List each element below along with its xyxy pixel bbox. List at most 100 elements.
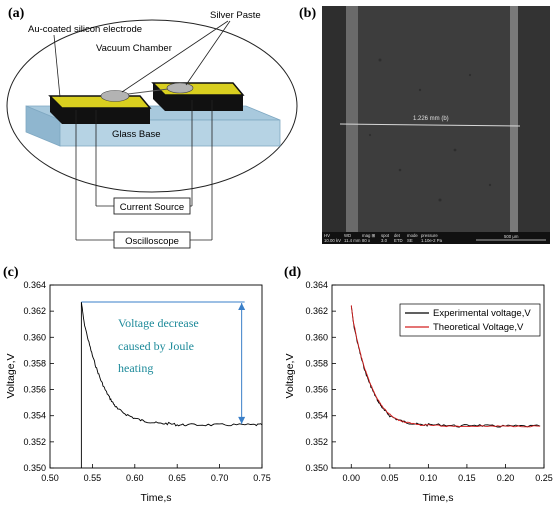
- sem-databar-header-mode: mode: [407, 233, 418, 238]
- sem-left-edge: [346, 6, 358, 232]
- y-tick-label: 0.360: [305, 332, 328, 342]
- y-tick-label: 0.354: [23, 411, 46, 421]
- left-electrode-front: [62, 108, 150, 124]
- panel-b-sem-image: (b) 1.226 mm (b) HV WD mag ⊞ spot det mo…: [299, 6, 550, 244]
- y-tick-label: 0.360: [23, 332, 46, 342]
- panel-c-label: (c): [3, 265, 19, 280]
- sem-databar-value-mode: SE: [407, 238, 413, 243]
- x-tick-label: 0.15: [458, 473, 476, 483]
- sem-scale-label: 500 μm: [504, 234, 519, 239]
- sem-right-edge: [510, 6, 518, 232]
- panel-b-label: (b): [299, 6, 316, 21]
- chart-c-x-axis-label: Time,s: [140, 492, 171, 504]
- current-source-box: [113, 197, 191, 215]
- y-tick-label: 0.356: [305, 385, 328, 395]
- chart-c-annotation: Voltage decrease caused by Joule heating: [118, 316, 199, 375]
- right-silver-paste: [166, 82, 194, 94]
- y-tick-label: 0.362: [23, 306, 46, 316]
- x-tick-label: 0.05: [381, 473, 399, 483]
- sem-databar-value-det: ETD: [394, 238, 403, 243]
- arrow-head-up: [238, 302, 246, 310]
- x-tick-label: 0.55: [84, 473, 102, 483]
- sem-databar-value-hv: 10.00 kV: [324, 238, 341, 243]
- series-line-0: [80, 301, 263, 427]
- sem-databar-value-spot: 3.0: [381, 238, 388, 243]
- chart-c-y-axis-label: Voltage,V: [5, 354, 17, 399]
- series-line-1: [350, 305, 541, 428]
- sem-fiber: [339, 123, 521, 127]
- chart-d-y-ticks: 0.350 0.352 0.354 0.356 0.358 0.360 0.362 0.364: [305, 280, 336, 473]
- legend-label-experimental: Experimental voltage,V: [433, 308, 531, 319]
- voltage-drop-arrow: [81, 301, 246, 424]
- vacuum-chamber-ellipse: [6, 19, 298, 193]
- x-tick-label: 0.75: [253, 473, 271, 483]
- x-tick-label: 0.20: [497, 473, 515, 483]
- sem-right-electrode: [518, 6, 550, 232]
- y-tick-label: 0.356: [23, 385, 46, 395]
- y-tick-label: 0.364: [305, 280, 328, 290]
- y-tick-label: 0.362: [305, 306, 328, 316]
- electrode-leader: [53, 34, 61, 98]
- chart-d-y-axis-label: Voltage,V: [284, 354, 296, 399]
- sem-databar-value-wd: 11.4 mm: [344, 238, 361, 243]
- right-electrode-front: [165, 95, 243, 111]
- chart-d-x-axis-label: Time,s: [422, 492, 453, 504]
- y-tick-label: 0.354: [305, 411, 328, 421]
- chart-d: 0.350 0.352 0.354 0.356 0.358 0.360 0.362 0.364…: [284, 280, 553, 504]
- sem-specks: [368, 58, 492, 202]
- sem-measurement: 1.226 mm (b): [413, 116, 449, 122]
- sem-databar-header-spot: spot: [381, 233, 390, 238]
- y-tick-label: 0.352: [23, 437, 46, 447]
- y-tick-label: 0.364: [23, 280, 46, 290]
- glass-base-label: Glass Base: [112, 129, 161, 140]
- chart-d-frame: [331, 284, 545, 469]
- oscilloscope-label: Oscilloscope: [125, 236, 179, 247]
- electrode-label: Au-coated silicon electrode: [28, 24, 142, 35]
- sem-databar-header-wd: WD: [344, 233, 351, 238]
- annotation-line-2: caused by Joule: [118, 339, 194, 353]
- chart-c: 0.350 0.352 0.354 0.356 0.358 0.360 0.362 0.364…: [5, 280, 271, 504]
- sem-gap: [358, 6, 510, 232]
- vacuum-chamber-label: Vacuum Chamber: [96, 43, 172, 54]
- sem-databar-header-mag: mag ⊞: [362, 233, 375, 238]
- panel-d-label: (d): [284, 265, 301, 280]
- y-tick-label: 0.358: [305, 358, 328, 368]
- oscilloscope-box: [113, 231, 191, 249]
- sem-databar-value-mag: 80 x: [362, 238, 371, 243]
- y-tick-label: 0.358: [23, 358, 46, 368]
- chart-d-x-ticks: 0.00 0.05 0.10 0.15 0.20 0.25: [343, 464, 553, 483]
- x-tick-label: 0.50: [41, 473, 59, 483]
- panel-a-schematic: (a) Vacuum Chamber Au-coated silicon ele…: [6, 6, 298, 249]
- chart-c-series: [80, 301, 263, 468]
- x-tick-label: 0.25: [535, 473, 553, 483]
- sem-databar-value-pressure: 1.10e-2 Pa: [421, 238, 443, 243]
- sem-databar: [322, 232, 550, 244]
- sem-databar-header-det: det: [394, 233, 401, 238]
- silver-paste-label: Silver Paste: [210, 10, 261, 21]
- x-tick-label: 0.10: [420, 473, 438, 483]
- current-source-label: Current Source: [120, 202, 184, 213]
- legend-label-theoretical: Theoretical Voltage,V: [433, 322, 524, 333]
- paste-leader-left: [121, 20, 229, 93]
- x-tick-label: 0.70: [211, 473, 229, 483]
- left-electrode-side: [50, 96, 62, 124]
- y-tick-label: 0.350: [23, 463, 46, 473]
- legend-box: [399, 303, 541, 337]
- paste-leader-right: [185, 20, 231, 86]
- sample-wire: [127, 88, 169, 95]
- sem-databar-text: HV WD mag ⊞ spot det mode pressure 10.00…: [324, 233, 519, 243]
- y-tick-label: 0.350: [305, 463, 328, 473]
- left-electrode-top: [48, 95, 152, 109]
- y-tick-label: 0.352: [305, 437, 328, 447]
- chart-c-x-ticks: 0.50 0.55 0.60 0.65 0.70 0.75: [41, 464, 271, 483]
- sem-databar-header-pressure: pressure: [421, 233, 438, 238]
- glass-base-front: [59, 119, 281, 147]
- panel-a-label: (a): [8, 6, 25, 21]
- sem-databar-header-hv: HV: [324, 233, 330, 238]
- arrow-head-down: [238, 416, 246, 424]
- annotation-line-3: heating: [118, 361, 153, 375]
- chart-c-y-ticks: 0.350 0.352 0.354 0.356 0.358 0.360 0.362 0.364: [23, 280, 54, 473]
- sem-left-electrode: [322, 6, 346, 232]
- left-silver-paste: [100, 90, 130, 102]
